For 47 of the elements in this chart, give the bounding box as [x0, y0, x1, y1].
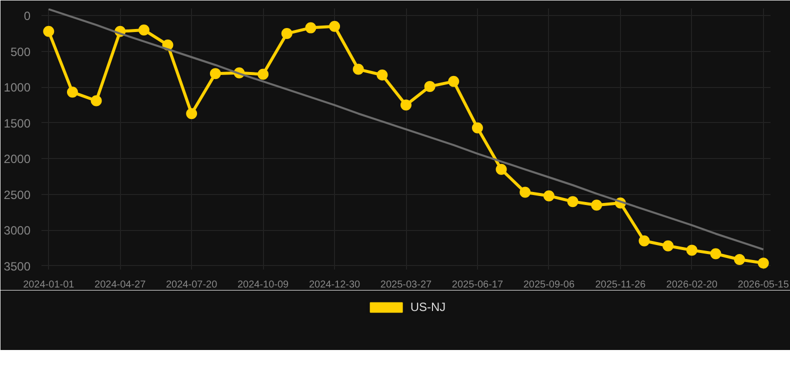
x-tick-label: 2024-04-27: [94, 280, 146, 290]
point: [710, 248, 722, 260]
x-tick-label: 2025-09-06: [523, 280, 575, 290]
point: [66, 86, 78, 98]
point: [43, 26, 54, 37]
point: [424, 80, 436, 92]
y-tick-label: 1500: [4, 116, 31, 130]
point: [662, 240, 674, 252]
point: [400, 100, 412, 111]
y-tick-label: 2500: [4, 188, 31, 202]
point: [329, 20, 340, 32]
point: [352, 64, 364, 75]
point: [305, 22, 316, 34]
point: [472, 122, 483, 134]
point: [210, 68, 221, 80]
point: [376, 70, 388, 80]
y-tick-label: 0: [24, 9, 31, 24]
point: [543, 190, 554, 202]
y-tick-label: 3500: [4, 259, 31, 274]
x-tick-label: 2024-07-20: [166, 280, 218, 290]
y-tick-label: 2000: [4, 152, 31, 166]
point: [448, 76, 460, 87]
y-tick-label: 1000: [4, 80, 31, 95]
point: [186, 108, 198, 120]
point: [686, 244, 698, 256]
x-tick-label: 2026-02-20: [666, 280, 718, 290]
y-tick-label: 3000: [4, 224, 31, 238]
point: [281, 28, 292, 40]
x-tick-label: 2024-01-01: [23, 280, 75, 290]
x-tick-label: 2025-03-27: [380, 280, 432, 290]
point: [138, 24, 150, 36]
point: [638, 235, 650, 246]
point: [496, 164, 507, 175]
point: [90, 95, 102, 106]
legend-label: US-NJ: [410, 300, 446, 314]
x-tick-label: 2025-11-26: [595, 280, 646, 290]
x-tick-label: 2025-06-17: [452, 280, 504, 290]
x-tick-label: 2026-05-15: [738, 280, 790, 290]
point: [258, 68, 269, 80]
point: [734, 254, 746, 265]
point: [520, 186, 531, 198]
point: [758, 258, 769, 269]
x-tick-label: 2024-12-30: [308, 280, 361, 290]
x-tick-label: 2024-10-09: [237, 280, 290, 290]
point: [591, 200, 602, 211]
y-tick-label: 500: [10, 44, 31, 59]
point: [567, 196, 578, 208]
